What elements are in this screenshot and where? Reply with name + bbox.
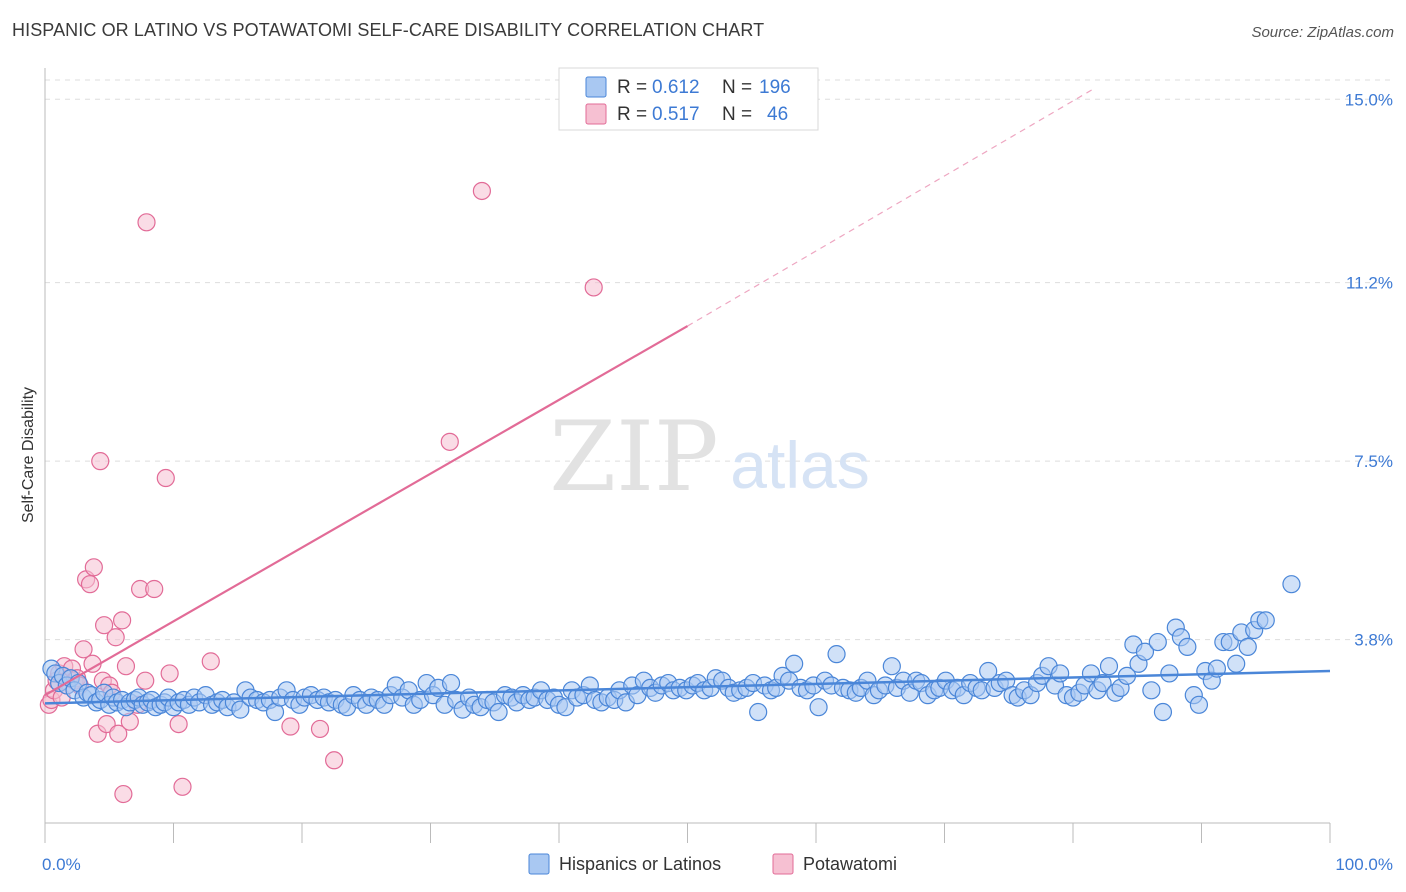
potawatomi-point xyxy=(80,575,100,594)
y-tick-label: 11.2% xyxy=(1346,274,1393,293)
x-tick-label: 100.0% xyxy=(1335,855,1393,874)
y-tick-label: 15.0% xyxy=(1345,90,1393,109)
y-axis-label: Self-Care Disability xyxy=(20,387,37,523)
source-label: Source: ZipAtlas.com xyxy=(1251,24,1394,41)
watermark-zip: ZIP xyxy=(549,401,718,513)
hispanic-point xyxy=(1189,695,1209,714)
potawatomi-point xyxy=(95,616,114,635)
hispanic-point xyxy=(1282,575,1301,594)
hispanic-point xyxy=(1160,664,1179,683)
legend-swatch-hispanic xyxy=(585,76,607,98)
hispanic-point xyxy=(1142,681,1161,700)
potawatomi-point xyxy=(156,468,175,488)
legend-swatch-potawatomi xyxy=(772,853,794,875)
hispanic-point xyxy=(1051,664,1070,683)
hispanic-point xyxy=(1135,642,1155,661)
legend-swatch-hispanic xyxy=(528,853,550,875)
chart-title: HISPANIC OR LATINO VS POTAWATOMI SELF-CA… xyxy=(12,20,765,40)
legend-n-value: 196 xyxy=(759,77,791,98)
y-tick-label: 3.8% xyxy=(1354,631,1393,650)
potawatomi-point xyxy=(109,724,128,743)
hispanic-point xyxy=(1148,632,1167,652)
hispanic-point xyxy=(1093,673,1112,693)
hispanic-point xyxy=(1099,657,1119,676)
potawatomi-trend-line xyxy=(44,325,689,697)
hispanic-point xyxy=(749,702,768,722)
legend-r-value: 0.612 xyxy=(652,77,700,98)
watermark: ZIP atlas xyxy=(549,401,869,513)
potawatomi-point xyxy=(472,181,491,201)
potawatomi-point xyxy=(201,652,220,671)
legend-r-value: 0.517 xyxy=(652,104,700,125)
potawatomi-point xyxy=(112,611,132,630)
legend-item-potawatomi: R = 0.517 N = 46 xyxy=(585,103,788,125)
watermark-atlas: atlas xyxy=(730,428,869,502)
legend-item-hispanic: R = 0.612 N = 196 xyxy=(585,76,791,98)
hispanic-point xyxy=(1227,654,1246,673)
hispanic-points xyxy=(42,575,1301,722)
x-tick-labels: 0.0% 100.0% xyxy=(42,855,1393,874)
hispanic-trend-line xyxy=(44,669,1331,705)
potawatomi-point xyxy=(114,784,133,804)
potawatomi-point xyxy=(310,719,330,739)
hispanic-point xyxy=(809,698,828,717)
legend-label-potawatomi: Potawatomi xyxy=(803,854,897,874)
potawatomi-point xyxy=(84,558,103,577)
hispanic-point xyxy=(1153,702,1173,722)
potawatomi-trend-extension xyxy=(687,89,1093,327)
legend-swatch-potawatomi xyxy=(585,103,607,125)
hispanic-point xyxy=(489,702,508,722)
y-tick-label: 7.5% xyxy=(1354,452,1393,471)
grid-lines xyxy=(45,79,1392,641)
potawatomi-point xyxy=(137,213,156,232)
legend-label-hispanic: Hispanics or Latinos xyxy=(559,854,721,874)
potawatomi-point xyxy=(281,717,300,736)
hispanic-point xyxy=(882,657,901,676)
legend-n-label: N = xyxy=(722,77,752,98)
potawatomi-point xyxy=(325,751,344,770)
potawatomi-point xyxy=(106,628,125,647)
hispanic-point xyxy=(1238,637,1257,656)
x-tick-label: 0.0% xyxy=(42,855,81,874)
hispanic-point xyxy=(1178,637,1197,656)
legend-r-label: R = xyxy=(617,104,647,125)
potawatomi-point xyxy=(173,777,192,796)
hispanic-point xyxy=(785,654,804,673)
potawatomi-point xyxy=(440,432,459,451)
potawatomi-point xyxy=(169,714,188,734)
hispanic-point xyxy=(1256,611,1275,630)
legend-top: R = 0.612 N = 196 R = 0.517 N = 46 xyxy=(558,67,819,131)
hispanic-point xyxy=(441,673,461,693)
legend-n-value: 46 xyxy=(767,104,788,125)
legend-r-label: R = xyxy=(617,77,647,98)
trend-lines xyxy=(44,89,1331,705)
potawatomi-point xyxy=(160,664,179,683)
hispanic-point xyxy=(827,645,846,664)
potawatomi-point xyxy=(91,452,110,471)
hispanic-point xyxy=(231,700,250,719)
potawatomi-point xyxy=(136,671,155,690)
legend-n-label: N = xyxy=(722,104,752,125)
potawatomi-point xyxy=(116,657,136,676)
potawatomi-point xyxy=(584,278,603,297)
y-tick-labels: 3.8% 7.5% 11.2% 15.0% xyxy=(1345,90,1393,649)
legend-bottom: Hispanics or Latinos Potawatomi xyxy=(528,853,897,875)
potawatomi-point xyxy=(74,640,93,659)
potawatomi-point xyxy=(145,579,164,599)
